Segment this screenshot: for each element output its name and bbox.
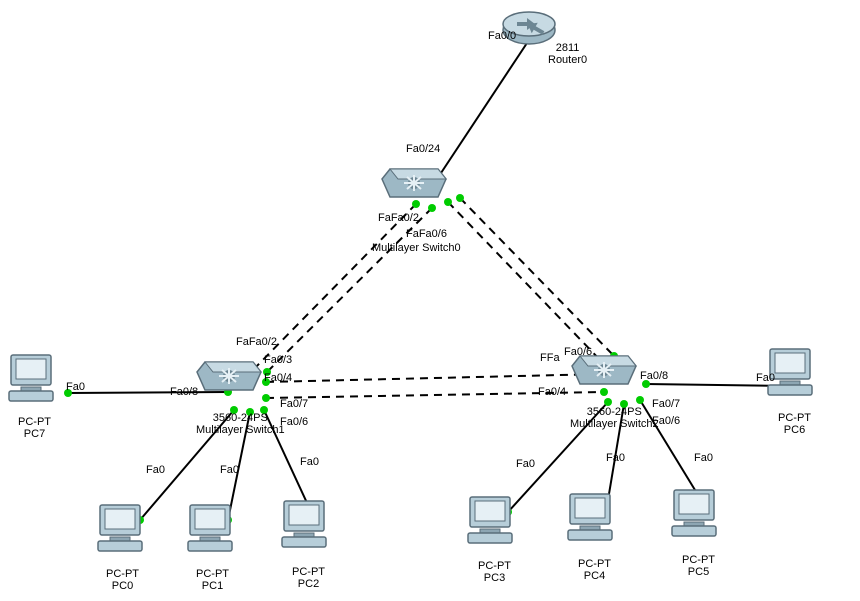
link xyxy=(68,392,228,393)
port-label: Fa0 xyxy=(606,452,625,464)
device-pc7[interactable] xyxy=(9,355,53,401)
link xyxy=(253,204,416,370)
port-label: Fa0 xyxy=(300,456,319,468)
device-label: PC-PTPC1 xyxy=(196,568,229,592)
topology-canvas xyxy=(0,0,860,601)
port-label: FaFa0/6 xyxy=(406,228,447,240)
port-status xyxy=(600,388,608,396)
port-label: Fa0/6 xyxy=(564,346,592,358)
port-status xyxy=(428,204,436,212)
device-pc0[interactable] xyxy=(98,505,142,551)
port-status xyxy=(636,396,644,404)
port-status xyxy=(262,394,270,402)
device-label: PC-PTPC2 xyxy=(292,566,325,590)
port-label: Fa0/3 xyxy=(264,354,292,366)
link xyxy=(266,374,604,382)
port-status xyxy=(604,398,612,406)
port-label: Fa0/4 xyxy=(264,372,292,384)
device-msw1[interactable] xyxy=(197,362,261,390)
device-label: 2811Router0 xyxy=(548,42,587,66)
port-label: Fa0 xyxy=(220,464,239,476)
device-label: PC-PTPC3 xyxy=(478,560,511,584)
device-label: 3560-24PSMultilayer Switch2 xyxy=(570,406,659,430)
port-label: Fa0 xyxy=(146,464,165,476)
port-label: Fa0/0 xyxy=(488,30,516,42)
device-label: PC-PTPC7 xyxy=(18,416,51,440)
device-label: 3560-24PSMultilayer Switch1 xyxy=(196,412,285,436)
link xyxy=(439,40,529,176)
device-msw2[interactable] xyxy=(572,356,636,384)
port-label: Fa0/4 xyxy=(538,386,566,398)
link xyxy=(448,202,602,362)
device-msw0[interactable] xyxy=(382,169,446,197)
port-label: Fa0/8 xyxy=(640,370,668,382)
port-label: Fa0/7 xyxy=(280,398,308,410)
port-label: Fa0 xyxy=(756,372,775,384)
device-pc1[interactable] xyxy=(188,505,232,551)
device-label: Multilayer Switch0 xyxy=(372,242,461,254)
port-label: Fa0 xyxy=(66,381,85,393)
port-label: FaFa0/2 xyxy=(378,212,419,224)
device-label: PC-PTPC0 xyxy=(106,568,139,592)
link xyxy=(460,198,614,356)
device-pc3[interactable] xyxy=(468,497,512,543)
device-pc5[interactable] xyxy=(672,490,716,536)
device-pc4[interactable] xyxy=(568,494,612,540)
port-status xyxy=(412,200,420,208)
port-label: FaFa0/2 xyxy=(236,336,277,348)
device-label: PC-PTPC4 xyxy=(578,558,611,582)
device-label: PC-PTPC5 xyxy=(682,554,715,578)
port-label: Fa0/24 xyxy=(406,143,440,155)
device-label: PC-PTPC6 xyxy=(778,412,811,436)
device-pc2[interactable] xyxy=(282,501,326,547)
port-label: FFa xyxy=(540,352,560,364)
port-status xyxy=(456,194,464,202)
port-label: Fa0/8 xyxy=(170,386,198,398)
port-label: Fa0 xyxy=(516,458,535,470)
port-status xyxy=(444,198,452,206)
port-label: Fa0 xyxy=(694,452,713,464)
